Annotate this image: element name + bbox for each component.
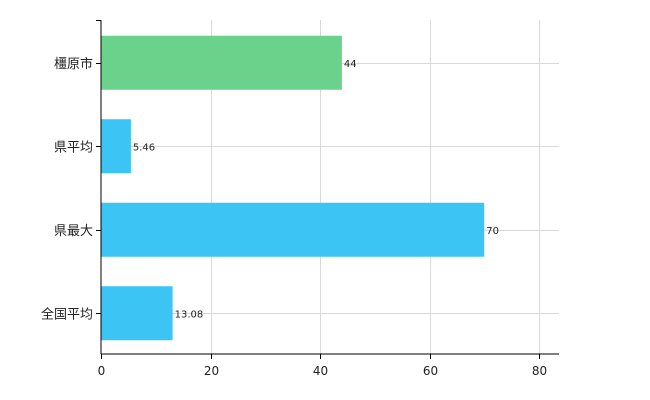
- x-tick-label: 40: [313, 364, 328, 378]
- x-tick-label: 0: [98, 364, 106, 378]
- category-label: 県最大: [54, 224, 93, 239]
- bar: [101, 35, 342, 90]
- x-tick-label: 80: [532, 364, 547, 378]
- category-label: 橿原市: [54, 56, 93, 72]
- axes: [96, 20, 559, 359]
- x-tick-label: 20: [204, 364, 219, 378]
- data-label: 5.46: [133, 142, 155, 153]
- data-label: 44: [344, 59, 357, 70]
- labels: 0 20 40 60 80 橿原市 44 県平均 5.46 県最大 70 全国平均 13.08: [41, 56, 547, 378]
- data-label: 13.08: [175, 309, 204, 320]
- category-label: 全国平均: [41, 306, 93, 322]
- bar: [101, 202, 485, 257]
- bar: [101, 119, 131, 174]
- data-label: 70: [486, 226, 499, 237]
- category-label: 県平均: [54, 140, 93, 155]
- bar: [101, 286, 173, 341]
- bars: [101, 35, 485, 341]
- x-tick-label: 60: [423, 364, 438, 378]
